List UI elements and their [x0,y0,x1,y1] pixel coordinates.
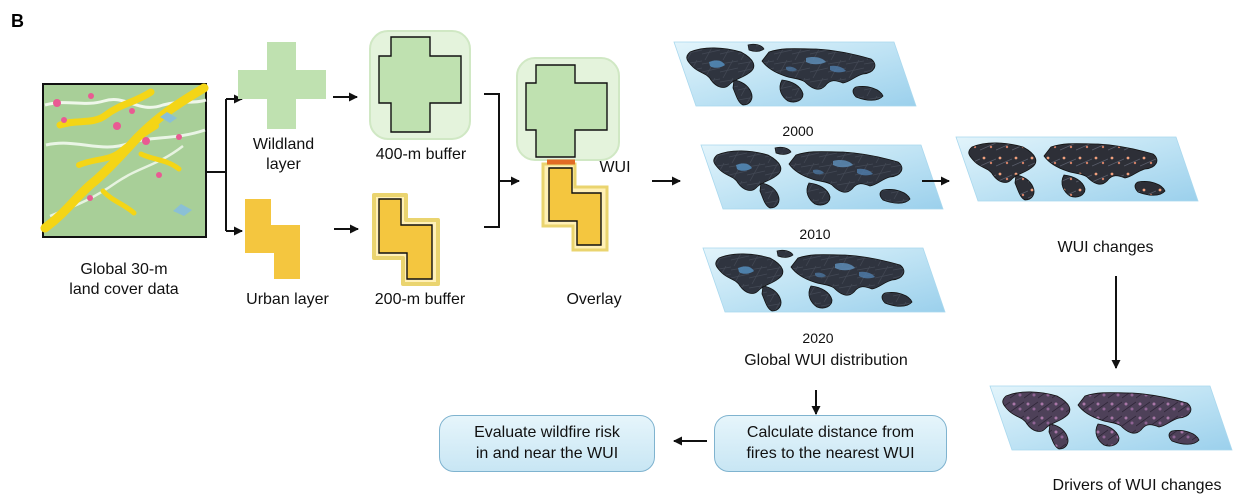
wildland-buffer-label: 400-m buffer [375,146,467,163]
land-cover-label-line-2: land cover data [69,281,179,298]
land-cover-label-line-1: Global 30-m [80,261,168,278]
drivers-label: Drivers of WUI changes [1052,477,1222,494]
map-year-2010: 2010 [799,226,831,242]
urban-layer-shape [245,199,300,279]
urban-layer-label: Urban layer [246,291,329,308]
wui-changes-map [955,136,1199,202]
wildland-layer-shape [238,42,326,129]
drivers-map [989,385,1233,451]
wui-label: WUI [599,159,631,176]
input-split-connector [206,94,243,236]
map-year-2020: 2020 [802,330,834,346]
panel-label: B [11,11,24,31]
calculate-distance-line-1: Calculate distance from [746,424,915,441]
buffers-to-overlay-connector [484,93,520,228]
urban-buffer-shape [372,193,440,286]
world-map-2010 [700,144,944,210]
global-wui-distribution-label: Global WUI distribution [744,352,908,369]
world-map-2000 [673,41,917,107]
map-year-2000: 2000 [782,123,814,139]
calculate-distance-box: Calculate distance from fires to the nea… [714,415,947,472]
urban-buffer-label: 200-m buffer [374,291,466,308]
wildland-buffer-shape [369,30,471,140]
overlay-label: Overlay [566,291,622,308]
land-cover-map [40,83,209,238]
wui-changes-label: WUI changes [1057,239,1154,256]
calculate-distance-line-2: fires to the nearest WUI [746,445,915,462]
overlay-shapes [516,57,620,252]
evaluate-risk-line-1: Evaluate wildfire risk [474,424,620,441]
evaluate-risk-line-2: in and near the WUI [475,445,619,462]
world-map-2020 [702,247,946,313]
wildland-layer-label-line-1: Wildland [252,136,315,153]
evaluate-risk-box: Evaluate wildfire risk in and near the W… [439,415,655,472]
wildland-layer-label-line-2: layer [266,156,301,173]
